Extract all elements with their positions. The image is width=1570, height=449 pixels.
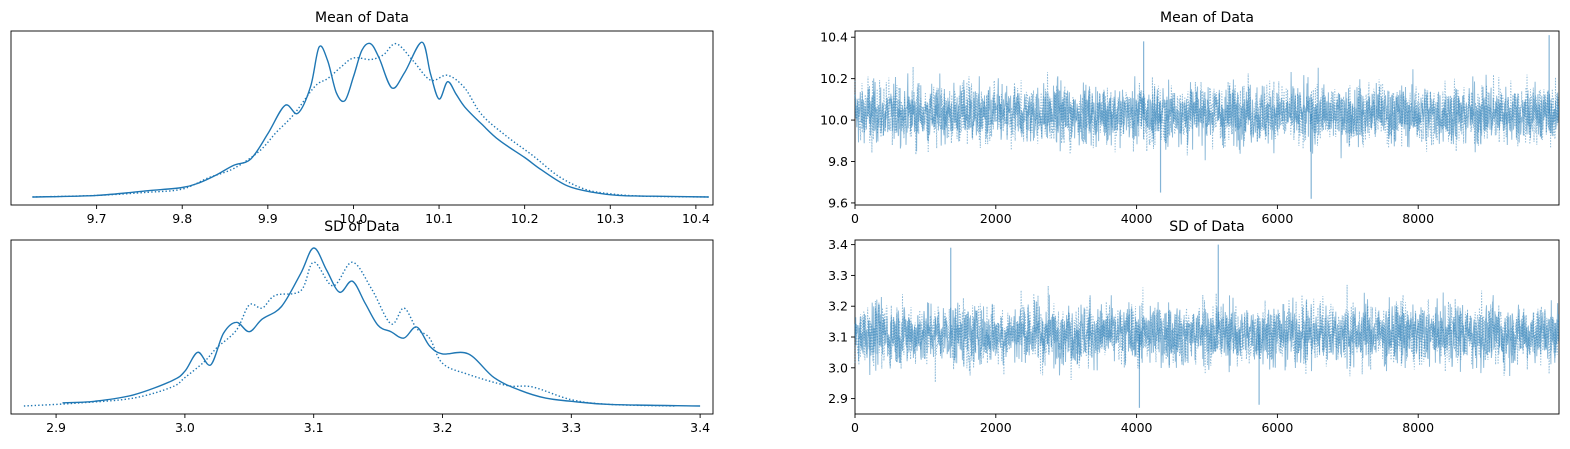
y-tick-label: 3.1	[828, 330, 848, 345]
x-tick-label: 3.1	[304, 420, 324, 435]
mean-trace-plot: 0 2000 4000 6000 8000 9.6 9.8 10.0 10.2 10.4 Mean …	[820, 10, 1559, 226]
x-tick-label: 8000	[1402, 420, 1434, 435]
y-tick-label: 3.0	[828, 360, 848, 375]
density-line-solid	[32, 42, 708, 197]
y-tick-label: 10.4	[820, 30, 848, 45]
x-tick-label: 0	[851, 420, 859, 435]
sd-trace-title: SD of Data	[1169, 219, 1245, 235]
axes-frame	[11, 31, 713, 205]
y-tick-label: 10.0	[820, 113, 848, 128]
sd-density-plot: 2.9 3.0 3.1 3.2 3.3 3.4 SD of Data	[11, 219, 713, 435]
y-tick-label: 9.8	[828, 154, 848, 169]
x-tick-label: 10.4	[682, 211, 710, 226]
x-tick-label: 10.1	[425, 211, 453, 226]
x-tick-label: 0	[851, 211, 859, 226]
x-tick-label: 4000	[1121, 211, 1153, 226]
density-line-dotted	[24, 262, 675, 406]
y-tick-label: 3.3	[828, 268, 848, 283]
x-tick-label: 3.3	[561, 420, 581, 435]
x-tick-label: 2000	[980, 420, 1012, 435]
x-tick-label: 4000	[1121, 420, 1153, 435]
density-line-dotted	[32, 44, 708, 197]
x-tick-label: 3.0	[175, 420, 195, 435]
x-tick-label: 2000	[980, 211, 1012, 226]
x-tick-label: 6000	[1261, 420, 1293, 435]
axes-frame	[11, 240, 713, 414]
density-line-solid	[63, 248, 701, 406]
y-tick-label: 10.2	[820, 71, 848, 86]
x-tick-label: 10.3	[596, 211, 624, 226]
x-tick-label: 9.9	[258, 211, 278, 226]
mean-trace-title: Mean of Data	[1160, 10, 1254, 26]
y-tick-label: 3.2	[828, 299, 848, 314]
x-tick-label: 2.9	[46, 420, 66, 435]
x-tick-label: 8000	[1402, 211, 1434, 226]
x-tick-label: 6000	[1261, 211, 1293, 226]
x-tick-label: 10.2	[511, 211, 539, 226]
x-tick-label: 3.2	[433, 420, 453, 435]
x-tick-label: 9.8	[172, 211, 192, 226]
x-tick-label: 9.7	[87, 211, 107, 226]
sd-density-title: SD of Data	[324, 219, 400, 235]
sd-trace-plot: 0 2000 4000 6000 8000 2.9 3.0 3.1 3.2 3.3 3.4 SD of…	[828, 219, 1559, 435]
y-tick-label: 3.4	[828, 237, 848, 252]
y-tick-label: 9.6	[828, 195, 848, 210]
y-tick-label: 2.9	[828, 391, 848, 406]
x-tick-label: 3.4	[690, 420, 710, 435]
mean-density-title: Mean of Data	[315, 10, 409, 26]
